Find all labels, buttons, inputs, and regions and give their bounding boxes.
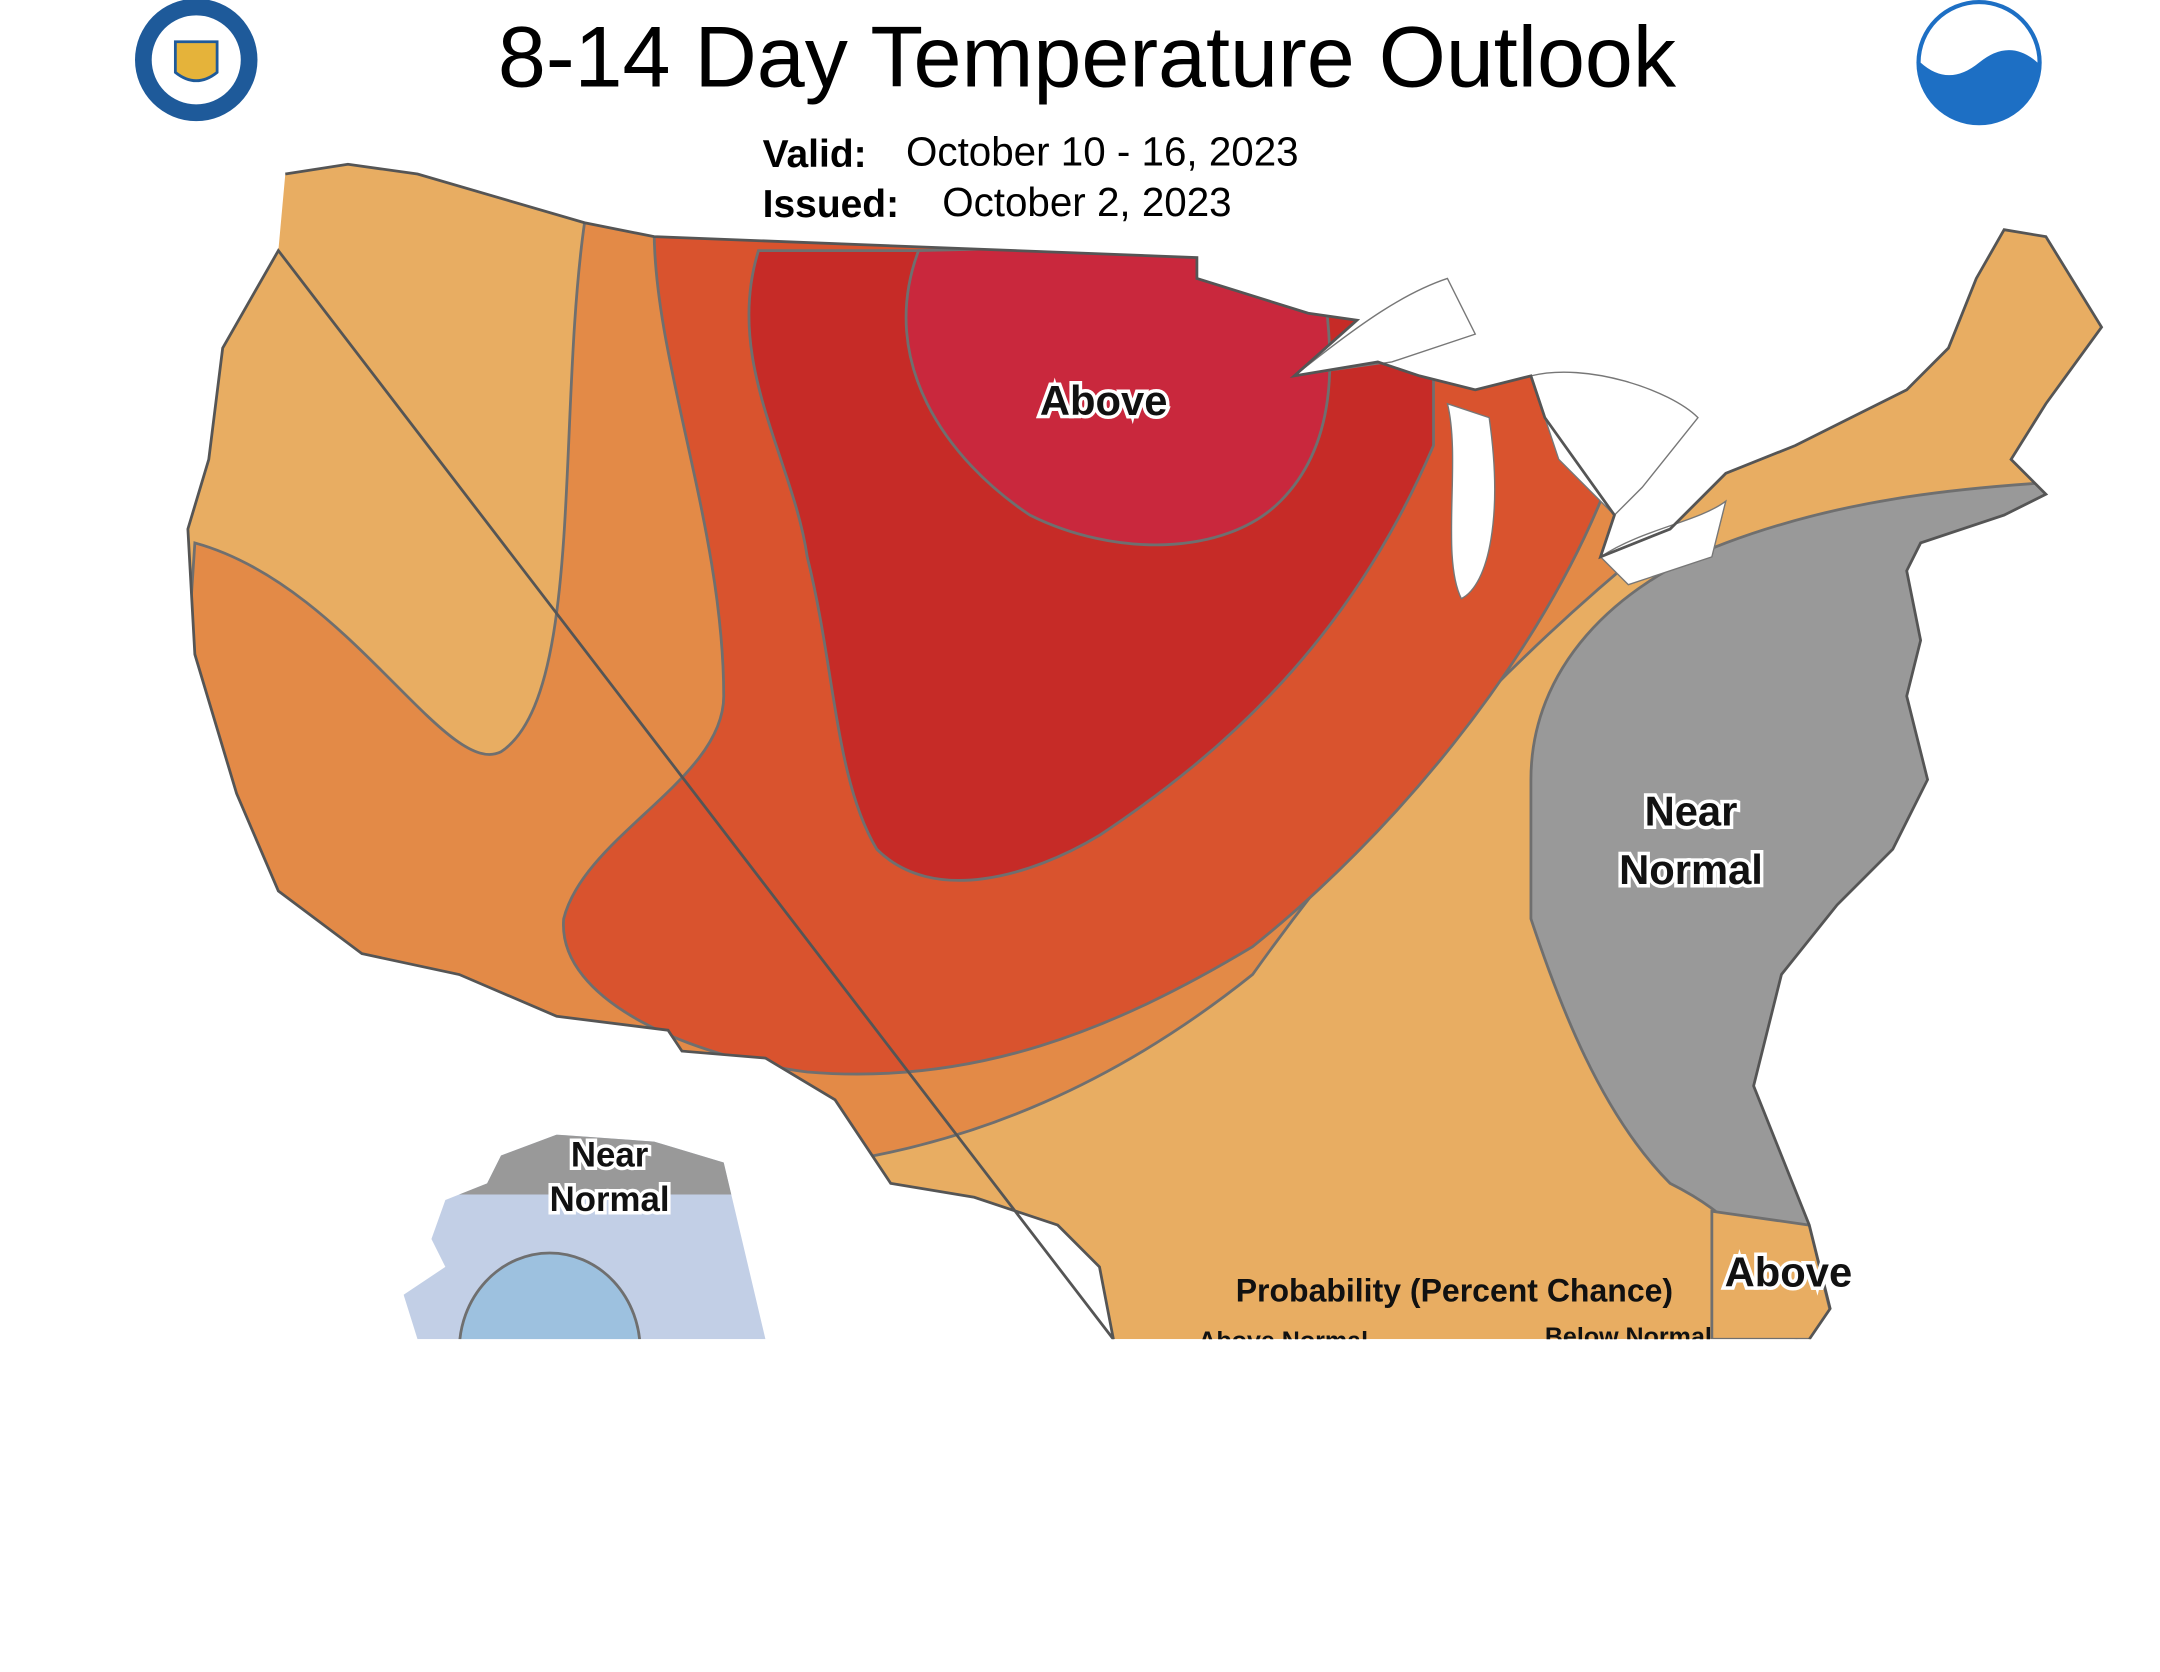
legend-title: Probability (Percent Chance) [1236,1273,1673,1309]
region-label: Normal [1619,846,1763,893]
region-label: Normal [550,1181,670,1219]
issued-date: October 2, 2023 [942,179,1231,225]
conus-outline [186,162,2104,1341]
valid-label: Valid: [763,133,867,176]
great-lakes [1291,277,1727,600]
region-label: Above [1040,377,1168,424]
region-label: Near [1645,788,1738,835]
noaa-logo: NOAA [1916,0,2042,126]
valid-dates: October 10 - 16, 2023 [906,129,1299,175]
noaa-text: NOAA [1950,22,2007,44]
region-label: Above [1725,1248,1853,1295]
issued-label: Issued: [763,183,899,226]
title: 8-14 Day Temperature Outlook [498,9,1677,105]
doc-logo [135,0,258,122]
blank-area [0,1339,2160,1672]
region-label: Near [571,1137,649,1175]
